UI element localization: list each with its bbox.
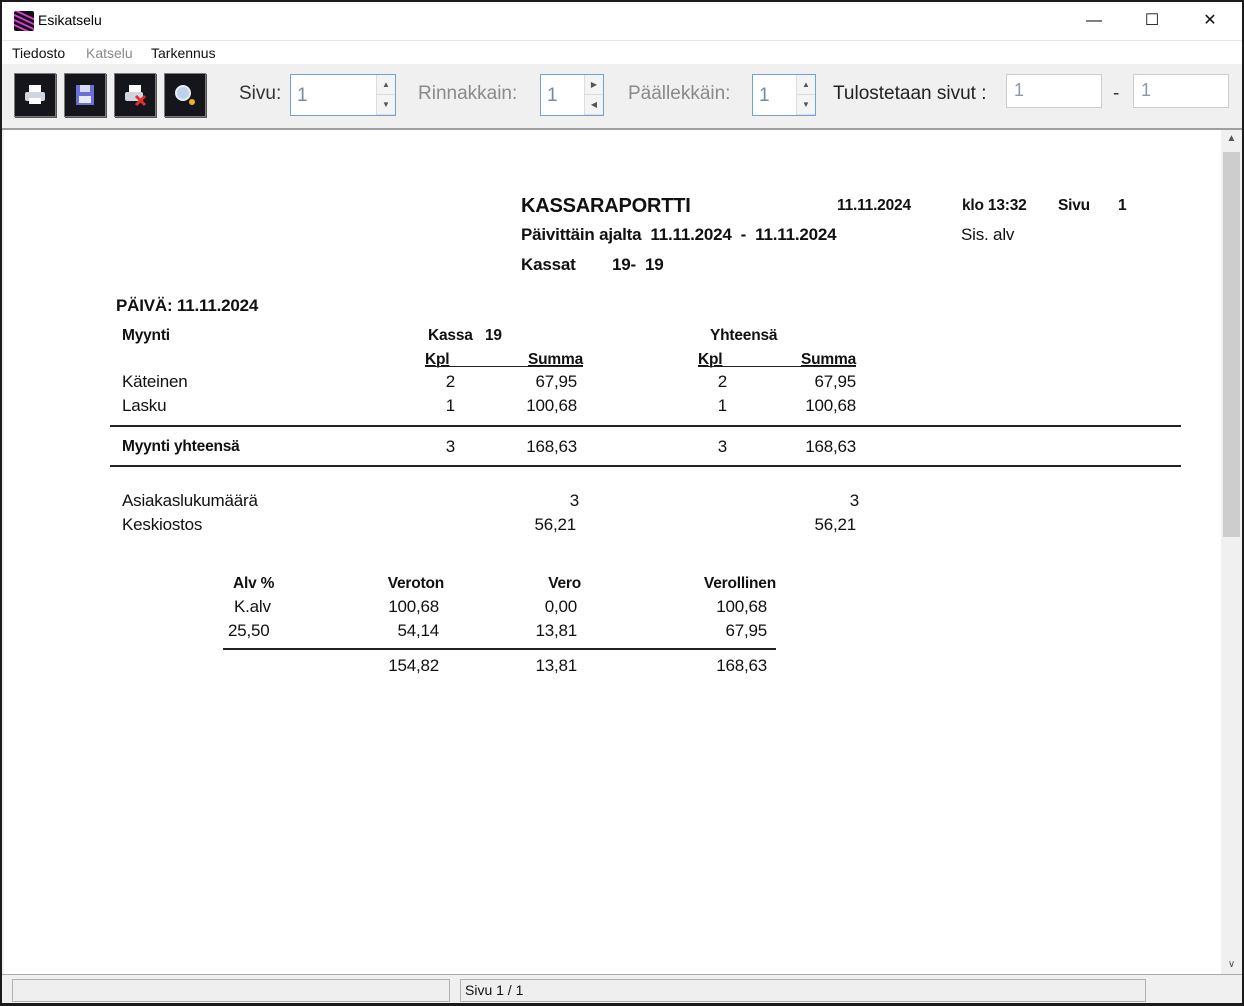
spin-up-icon[interactable]: ▲ [797,75,815,95]
print-to-input[interactable]: 1 [1133,74,1229,108]
kpl-heading-total: Kpl [698,351,723,368]
print-from-input[interactable]: 1 [1006,74,1102,108]
summa-heading: Summa [528,351,583,368]
spin-down-icon[interactable]: ▼ [797,95,815,115]
sales-row-kpl: 2 [445,372,455,391]
minimize-button[interactable]: — [1086,12,1102,29]
total-column-heading: Yhteensä [710,327,778,344]
sales-total-summa: 168,63 [526,437,577,456]
average-purchase-label: Keskiostos [122,515,203,534]
register-column-heading: Kassa 19 [428,327,502,344]
sales-row-kpl: 1 [445,396,455,415]
report-period: Päivittäin ajalta 11.11.2024 - 11.11.202… [521,225,837,244]
divider [110,425,1181,427]
side-by-side-spinner[interactable]: 1 ▶ ◀ [540,74,604,116]
divider [110,465,1181,467]
vat-header-net: Veroton [387,575,445,592]
stacked-label: Päällekkäin: [628,83,731,104]
vat-row-rate: K.alv [234,597,271,616]
print-pages-label: Tulostetaan sivut : [833,83,987,104]
title-bar: Esikatselu — ☐ ✕ [2,2,1242,40]
report-page [4,130,1221,974]
page-label: Sivu: [239,83,282,104]
zoom-magnifier-icon [175,85,195,105]
close-button[interactable]: ✕ [1203,12,1217,29]
page-spinner[interactable]: 1 ▲ ▼ [290,74,396,116]
sales-row-total-summa: 100,68 [805,396,856,415]
vat-row-net: 54,14 [397,621,439,640]
save-button[interactable] [64,73,106,117]
customer-count-total: 3 [849,491,859,510]
menu-bar: Tiedosto Katselu Tarkennus [2,40,1242,65]
vat-row-gross: 67,95 [725,621,767,640]
vat-header-rate: Alv % [233,575,275,592]
range-separator: - [1113,83,1120,104]
report-time: klo 13:32 [962,197,1027,214]
customer-count-value: 3 [569,491,579,510]
vat-row-gross: 100,68 [716,597,767,616]
report-page-number: 1 [1118,197,1127,214]
sales-total-kpl: 3 [445,437,455,456]
divider [223,648,776,650]
menu-tiedosto[interactable]: Tiedosto [12,45,66,61]
vat-row-tax: 0,00 [544,597,577,616]
sales-total-label: Myynti yhteensä [122,438,240,455]
sales-total-total-summa: 168,63 [805,437,856,456]
sales-row-summa: 67,95 [535,372,577,391]
printer-icon [25,85,45,104]
scroll-down-icon[interactable]: ∨ [1227,959,1236,970]
vat-row-net: 100,68 [388,597,439,616]
sales-row-total-kpl: 1 [717,396,727,415]
average-purchase-total: 56,21 [814,515,856,534]
sales-heading: Myynti [122,327,170,344]
side-by-side-label: Rinnakkain: [418,83,518,104]
registers-range: 19- 19 [612,255,664,274]
vat-row-tax: 13,81 [535,621,577,640]
average-purchase-value: 56,21 [534,515,576,534]
report-page-label: Sivu [1058,197,1090,214]
save-disk-icon [76,85,94,105]
sales-row-total-summa: 67,95 [814,372,856,391]
zoom-button[interactable] [164,73,206,117]
scroll-thumb[interactable] [1223,152,1240,537]
print-button[interactable] [14,73,56,117]
sales-total-total-kpl: 3 [717,437,727,456]
vat-total-gross: 168,63 [716,656,767,675]
printer-cancel-icon [125,85,147,107]
maximize-button[interactable]: ☐ [1144,12,1160,29]
summa-heading-total: Summa [801,351,856,368]
vat-header-gross: Verollinen [703,575,776,592]
scroll-up-icon[interactable]: ▲ [1226,133,1237,144]
sales-row-label: Käteinen [122,372,188,391]
report-date: 11.11.2024 [837,197,911,214]
vat-total-net: 154,82 [388,656,439,675]
spin-down-icon[interactable]: ▼ [377,95,395,115]
menu-tarkennus[interactable]: Tarkennus [151,45,216,61]
stacked-spinner[interactable]: 1 ▲ ▼ [752,74,816,116]
sales-row-label: Lasku [122,396,167,415]
menu-katselu[interactable]: Katselu [86,45,133,61]
kpl-heading: Kpl [425,351,450,368]
registers-label: Kassat [521,255,576,274]
print-cancel-button[interactable] [114,73,156,117]
spin-right-icon[interactable]: ▶ [585,75,603,95]
vat-row-rate: 25,50 [228,621,270,640]
status-bar: Sivu 1 / 1 [2,974,1242,1003]
report-title: KASSARAPORTTI [521,195,691,217]
customer-count-label: Asiakaslukumäärä [122,491,258,510]
vertical-scrollbar[interactable]: ▲ ∨ [1221,130,1242,974]
toolbar: Sivu: 1 ▲ ▼ Rinnakkain: 1 ▶ ◀ Päällekkäin:… [2,64,1242,130]
vat-total-tax: 13,81 [535,656,577,675]
spin-left-icon[interactable]: ◀ [585,95,603,115]
sales-row-total-kpl: 2 [717,372,727,391]
day-heading: PÄIVÄ: 11.11.2024 [116,296,259,315]
spin-up-icon[interactable]: ▲ [377,75,395,95]
vat-header-tax: Vero [548,575,581,592]
status-page-info: Sivu 1 / 1 [460,979,1146,1002]
window-title: Esikatselu [38,12,102,28]
app-logo-icon [14,11,34,31]
sales-row-summa: 100,68 [526,396,577,415]
vat-mode: Sis. alv [961,225,1015,244]
status-panel-left [12,979,450,1002]
